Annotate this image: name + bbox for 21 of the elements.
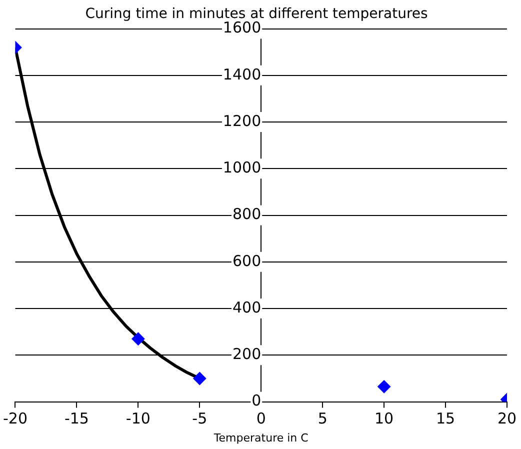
x-tick-label: 10 <box>374 410 394 428</box>
y-tick-label: 1600 <box>222 18 262 37</box>
x-tick-label: 20 <box>497 410 517 428</box>
point <box>378 380 391 394</box>
x-tick-label: -10 <box>126 410 150 428</box>
x-tick-label: 15 <box>436 410 456 428</box>
y-tick-label: 800 <box>232 205 262 224</box>
x-tick-label: -5 <box>192 410 208 428</box>
y-tick-label: 400 <box>232 298 262 316</box>
x-axis-title: Temperature in C <box>212 431 309 444</box>
y-tick-label: 1200 <box>222 112 262 130</box>
y-tick-label: 0 <box>252 392 262 410</box>
x-tick-label: 5 <box>318 410 328 428</box>
point <box>193 372 206 385</box>
y-tick-label: 200 <box>232 345 262 364</box>
x-tick-label: -15 <box>64 410 89 428</box>
y-tick-label: 1400 <box>222 65 262 84</box>
y-tick-label: 1000 <box>222 158 262 177</box>
point <box>132 332 145 346</box>
x-tick-label: -20 <box>3 410 28 428</box>
y-tick-label: 600 <box>232 252 262 270</box>
